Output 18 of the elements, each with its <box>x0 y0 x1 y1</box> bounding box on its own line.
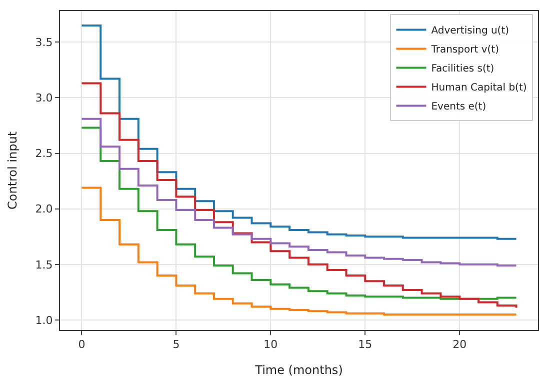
x-tick-label: 20 <box>452 338 467 352</box>
y-tick-label: 1.5 <box>35 258 53 272</box>
y-tick-label: 2.0 <box>35 202 53 216</box>
y-tick-label: 3.5 <box>35 36 53 49</box>
legend-label: Transport v(t) <box>430 44 500 56</box>
legend-label: Advertising u(t) <box>431 26 510 37</box>
x-tick-label: 5 <box>172 338 180 352</box>
x-tick-label: 10 <box>264 338 278 352</box>
legend-label: Events e(t) <box>431 102 486 113</box>
y-axis-title: Control input <box>6 131 20 210</box>
legend-label: Human Capital b(t) <box>431 82 527 94</box>
x-tick-label: 0 <box>78 338 86 352</box>
y-tick-label: 1.0 <box>35 314 53 327</box>
legend-label: Facilities s(t) <box>431 64 494 75</box>
x-tick-label: 15 <box>358 338 372 352</box>
y-tick-label: 3.0 <box>35 92 53 105</box>
y-tick-label: 2.5 <box>35 147 53 160</box>
x-axis-title: Time (months) <box>254 363 343 378</box>
